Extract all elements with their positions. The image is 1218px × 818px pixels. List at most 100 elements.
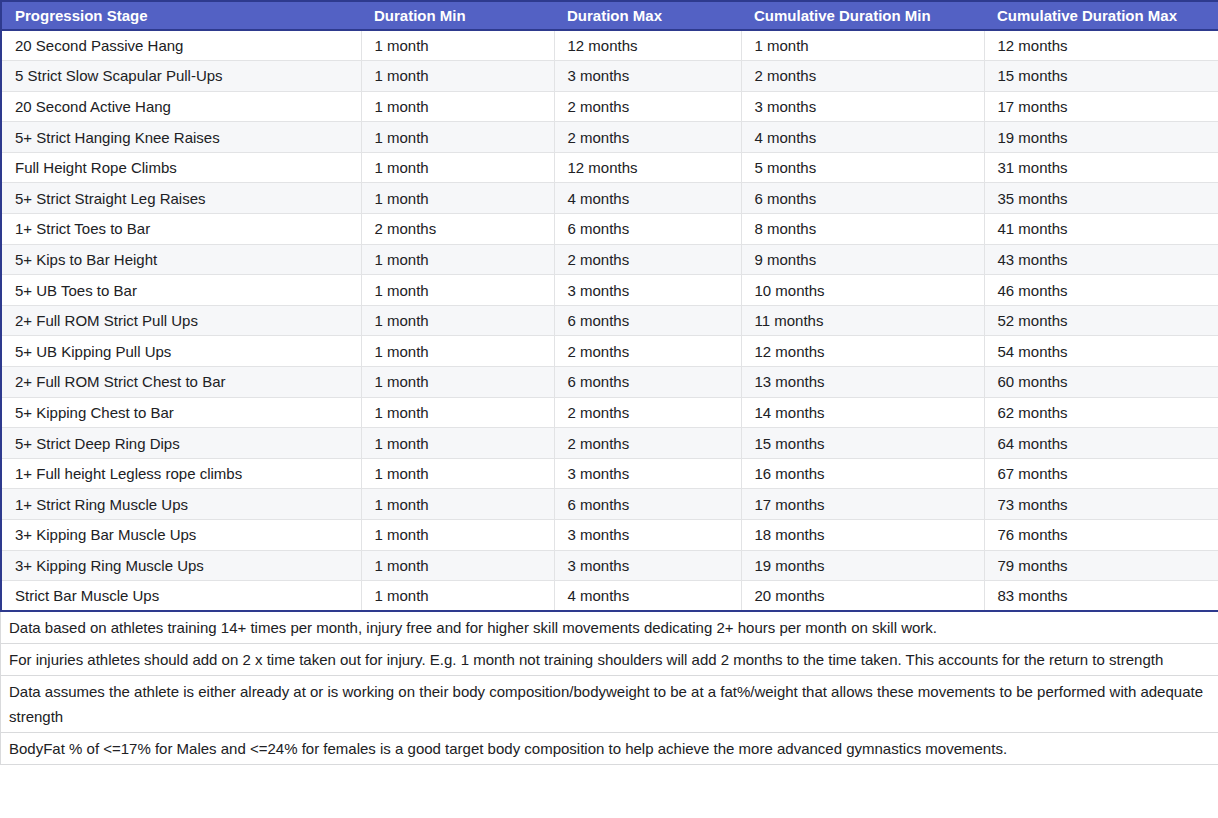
table-row: Strict Bar Muscle Ups 1 month 4 months 2… xyxy=(1,581,1218,612)
cell-progression-stage: 1+ Strict Ring Muscle Ups xyxy=(1,489,361,520)
cell-duration-min: 1 month xyxy=(361,91,554,122)
cell-cumulative-duration-max: 19 months xyxy=(984,122,1218,153)
column-header-cumulative-duration-min: Cumulative Duration Min xyxy=(741,1,984,30)
cell-cumulative-duration-min: 18 months xyxy=(741,520,984,551)
cell-duration-max: 12 months xyxy=(554,152,741,183)
cell-cumulative-duration-max: 52 months xyxy=(984,305,1218,336)
column-header-progression-stage: Progression Stage xyxy=(1,1,361,30)
table-row: 5+ Strict Straight Leg Raises 1 month 4 … xyxy=(1,183,1218,214)
cell-progression-stage: 2+ Full ROM Strict Pull Ups xyxy=(1,305,361,336)
cell-cumulative-duration-max: 46 months xyxy=(984,275,1218,306)
cell-duration-max: 2 months xyxy=(554,91,741,122)
cell-duration-max: 3 months xyxy=(554,550,741,581)
cell-progression-stage: 5+ Kipping Chest to Bar xyxy=(1,397,361,428)
cell-cumulative-duration-min: 19 months xyxy=(741,550,984,581)
footnote: For injuries athletes should add on 2 x … xyxy=(1,644,1218,676)
table-row: 20 Second Active Hang 1 month 2 months 3… xyxy=(1,91,1218,122)
cell-progression-stage: 5+ UB Toes to Bar xyxy=(1,275,361,306)
table-row: 5+ Kipping Chest to Bar 1 month 2 months… xyxy=(1,397,1218,428)
cell-cumulative-duration-min: 2 months xyxy=(741,61,984,92)
footnote: Data assumes the athlete is either alrea… xyxy=(1,676,1218,733)
table-row: Full Height Rope Climbs 1 month 12 month… xyxy=(1,152,1218,183)
cell-duration-max: 4 months xyxy=(554,581,741,612)
cell-cumulative-duration-max: 83 months xyxy=(984,581,1218,612)
cell-duration-max: 3 months xyxy=(554,458,741,489)
cell-progression-stage: Full Height Rope Climbs xyxy=(1,152,361,183)
cell-progression-stage: 5+ Kips to Bar Height xyxy=(1,244,361,275)
cell-cumulative-duration-max: 35 months xyxy=(984,183,1218,214)
table-body: 20 Second Passive Hang 1 month 12 months… xyxy=(1,30,1218,611)
footnote: BodyFat % of <=17% for Males and <=24% f… xyxy=(1,733,1218,765)
cell-duration-max: 2 months xyxy=(554,244,741,275)
cell-progression-stage: 5+ Strict Hanging Knee Raises xyxy=(1,122,361,153)
footnotes: Data based on athletes training 14+ time… xyxy=(0,612,1218,765)
cell-cumulative-duration-max: 17 months xyxy=(984,91,1218,122)
cell-cumulative-duration-max: 12 months xyxy=(984,30,1218,61)
cell-progression-stage: 5+ UB Kipping Pull Ups xyxy=(1,336,361,367)
column-header-duration-min: Duration Min xyxy=(361,1,554,30)
cell-duration-min: 1 month xyxy=(361,550,554,581)
cell-duration-max: 3 months xyxy=(554,520,741,551)
cell-duration-min: 1 month xyxy=(361,367,554,398)
cell-cumulative-duration-min: 13 months xyxy=(741,367,984,398)
cell-cumulative-duration-max: 60 months xyxy=(984,367,1218,398)
cell-duration-max: 4 months xyxy=(554,183,741,214)
column-header-cumulative-duration-max: Cumulative Duration Max xyxy=(984,1,1218,30)
cell-progression-stage: 3+ Kipping Ring Muscle Ups xyxy=(1,550,361,581)
column-header-duration-max: Duration Max xyxy=(554,1,741,30)
cell-cumulative-duration-min: 4 months xyxy=(741,122,984,153)
cell-duration-max: 2 months xyxy=(554,428,741,459)
cell-progression-stage: 5+ Strict Deep Ring Dips xyxy=(1,428,361,459)
cell-duration-min: 1 month xyxy=(361,275,554,306)
cell-cumulative-duration-min: 16 months xyxy=(741,458,984,489)
cell-cumulative-duration-min: 9 months xyxy=(741,244,984,275)
table-row: 2+ Full ROM Strict Pull Ups 1 month 6 mo… xyxy=(1,305,1218,336)
cell-duration-min: 1 month xyxy=(361,122,554,153)
header-row: Progression Stage Duration Min Duration … xyxy=(1,1,1218,30)
cell-progression-stage: 20 Second Passive Hang xyxy=(1,30,361,61)
cell-duration-min: 1 month xyxy=(361,336,554,367)
cell-cumulative-duration-max: 79 months xyxy=(984,550,1218,581)
cell-cumulative-duration-max: 31 months xyxy=(984,152,1218,183)
cell-duration-max: 2 months xyxy=(554,336,741,367)
cell-cumulative-duration-min: 8 months xyxy=(741,214,984,245)
cell-duration-max: 12 months xyxy=(554,30,741,61)
cell-progression-stage: 5+ Strict Straight Leg Raises xyxy=(1,183,361,214)
table-row: 3+ Kipping Bar Muscle Ups 1 month 3 mont… xyxy=(1,520,1218,551)
cell-duration-min: 1 month xyxy=(361,581,554,612)
cell-duration-min: 1 month xyxy=(361,458,554,489)
cell-duration-max: 2 months xyxy=(554,122,741,153)
cell-progression-stage: Strict Bar Muscle Ups xyxy=(1,581,361,612)
cell-cumulative-duration-min: 11 months xyxy=(741,305,984,336)
table-row: 1+ Strict Ring Muscle Ups 1 month 6 mont… xyxy=(1,489,1218,520)
cell-cumulative-duration-min: 3 months xyxy=(741,91,984,122)
table-row: 5+ UB Toes to Bar 1 month 3 months 10 mo… xyxy=(1,275,1218,306)
table-row: 2+ Full ROM Strict Chest to Bar 1 month … xyxy=(1,367,1218,398)
progression-table-page: Progression Stage Duration Min Duration … xyxy=(0,0,1218,818)
cell-cumulative-duration-min: 17 months xyxy=(741,489,984,520)
table-row: 5+ Kips to Bar Height 1 month 2 months 9… xyxy=(1,244,1218,275)
table-header: Progression Stage Duration Min Duration … xyxy=(1,1,1218,30)
cell-duration-min: 1 month xyxy=(361,305,554,336)
cell-cumulative-duration-min: 10 months xyxy=(741,275,984,306)
table-row: 5+ Strict Hanging Knee Raises 1 month 2 … xyxy=(1,122,1218,153)
table-row: 20 Second Passive Hang 1 month 12 months… xyxy=(1,30,1218,61)
cell-cumulative-duration-max: 54 months xyxy=(984,336,1218,367)
cell-duration-min: 1 month xyxy=(361,152,554,183)
cell-cumulative-duration-max: 15 months xyxy=(984,61,1218,92)
cell-cumulative-duration-min: 12 months xyxy=(741,336,984,367)
cell-cumulative-duration-min: 6 months xyxy=(741,183,984,214)
cell-duration-min: 1 month xyxy=(361,61,554,92)
cell-duration-min: 1 month xyxy=(361,183,554,214)
cell-progression-stage: 20 Second Active Hang xyxy=(1,91,361,122)
cell-duration-min: 1 month xyxy=(361,520,554,551)
cell-duration-min: 1 month xyxy=(361,30,554,61)
cell-duration-max: 6 months xyxy=(554,367,741,398)
cell-duration-min: 2 months xyxy=(361,214,554,245)
cell-duration-max: 3 months xyxy=(554,61,741,92)
cell-duration-min: 1 month xyxy=(361,489,554,520)
cell-cumulative-duration-max: 64 months xyxy=(984,428,1218,459)
cell-cumulative-duration-min: 14 months xyxy=(741,397,984,428)
table-row: 5 Strict Slow Scapular Pull-Ups 1 month … xyxy=(1,61,1218,92)
cell-progression-stage: 5 Strict Slow Scapular Pull-Ups xyxy=(1,61,361,92)
